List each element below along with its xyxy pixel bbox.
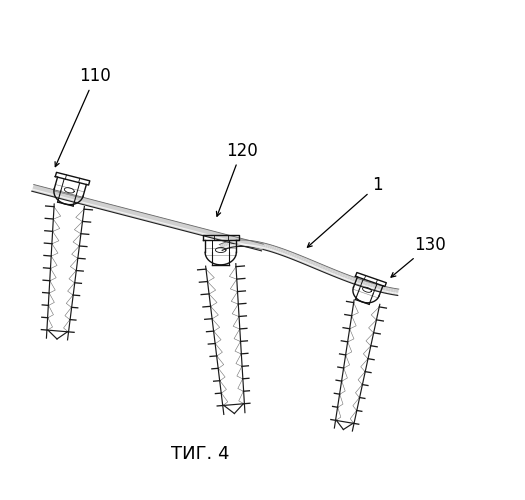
Text: 1: 1	[308, 176, 383, 247]
Polygon shape	[311, 261, 317, 268]
Polygon shape	[323, 266, 329, 273]
Polygon shape	[221, 243, 225, 250]
Polygon shape	[286, 251, 291, 258]
Polygon shape	[223, 242, 227, 249]
Polygon shape	[239, 240, 242, 246]
Polygon shape	[250, 240, 254, 248]
Polygon shape	[333, 270, 339, 277]
Polygon shape	[387, 288, 391, 294]
Polygon shape	[243, 240, 245, 246]
Polygon shape	[374, 284, 379, 291]
Polygon shape	[316, 263, 321, 270]
Polygon shape	[351, 277, 356, 284]
Polygon shape	[268, 245, 272, 252]
Polygon shape	[225, 242, 228, 248]
Polygon shape	[295, 254, 300, 261]
Polygon shape	[346, 275, 351, 282]
Polygon shape	[300, 256, 304, 263]
Polygon shape	[292, 254, 298, 260]
Polygon shape	[377, 285, 381, 292]
Polygon shape	[395, 288, 399, 296]
Polygon shape	[326, 267, 331, 274]
Polygon shape	[262, 243, 266, 250]
Polygon shape	[366, 282, 371, 289]
Polygon shape	[230, 240, 233, 248]
Polygon shape	[242, 240, 244, 246]
Polygon shape	[304, 258, 309, 265]
Polygon shape	[297, 256, 302, 262]
Polygon shape	[319, 264, 324, 271]
Polygon shape	[236, 240, 238, 246]
Polygon shape	[219, 244, 224, 250]
Polygon shape	[232, 240, 235, 247]
Polygon shape	[265, 244, 268, 250]
Polygon shape	[382, 286, 386, 293]
Polygon shape	[309, 260, 314, 267]
Polygon shape	[356, 278, 361, 285]
Text: 130: 130	[391, 236, 446, 277]
Polygon shape	[260, 242, 264, 250]
Polygon shape	[288, 252, 293, 258]
Polygon shape	[349, 276, 353, 283]
Polygon shape	[321, 265, 326, 272]
Polygon shape	[272, 246, 277, 253]
Polygon shape	[336, 271, 341, 278]
Polygon shape	[32, 184, 264, 251]
Polygon shape	[290, 252, 295, 260]
Polygon shape	[281, 249, 286, 256]
Polygon shape	[302, 257, 307, 264]
Polygon shape	[393, 288, 396, 295]
Polygon shape	[390, 288, 394, 294]
Polygon shape	[372, 284, 376, 290]
Polygon shape	[258, 242, 262, 249]
Polygon shape	[279, 248, 284, 255]
Polygon shape	[226, 242, 230, 248]
Polygon shape	[270, 246, 275, 252]
Polygon shape	[307, 259, 312, 266]
Polygon shape	[380, 286, 384, 292]
Polygon shape	[314, 262, 319, 269]
Polygon shape	[249, 240, 251, 247]
Polygon shape	[247, 240, 249, 247]
Polygon shape	[338, 272, 343, 279]
Polygon shape	[341, 273, 346, 280]
Polygon shape	[369, 282, 374, 290]
Polygon shape	[275, 247, 279, 254]
Text: ΤИГ. 4: ΤИГ. 4	[171, 445, 229, 463]
Polygon shape	[256, 242, 260, 248]
Polygon shape	[234, 240, 236, 247]
Polygon shape	[385, 286, 388, 294]
Polygon shape	[253, 241, 256, 248]
Polygon shape	[343, 274, 349, 281]
Polygon shape	[228, 241, 232, 248]
Text: 120: 120	[216, 142, 257, 216]
Polygon shape	[328, 268, 333, 275]
Polygon shape	[331, 269, 336, 276]
Polygon shape	[255, 242, 258, 248]
Polygon shape	[238, 240, 240, 246]
Polygon shape	[245, 240, 247, 246]
Polygon shape	[353, 278, 359, 284]
Text: 110: 110	[55, 67, 111, 166]
Polygon shape	[359, 280, 363, 286]
Polygon shape	[284, 250, 288, 257]
Polygon shape	[277, 248, 281, 254]
Polygon shape	[266, 244, 270, 251]
Polygon shape	[364, 281, 369, 288]
Polygon shape	[361, 280, 366, 287]
